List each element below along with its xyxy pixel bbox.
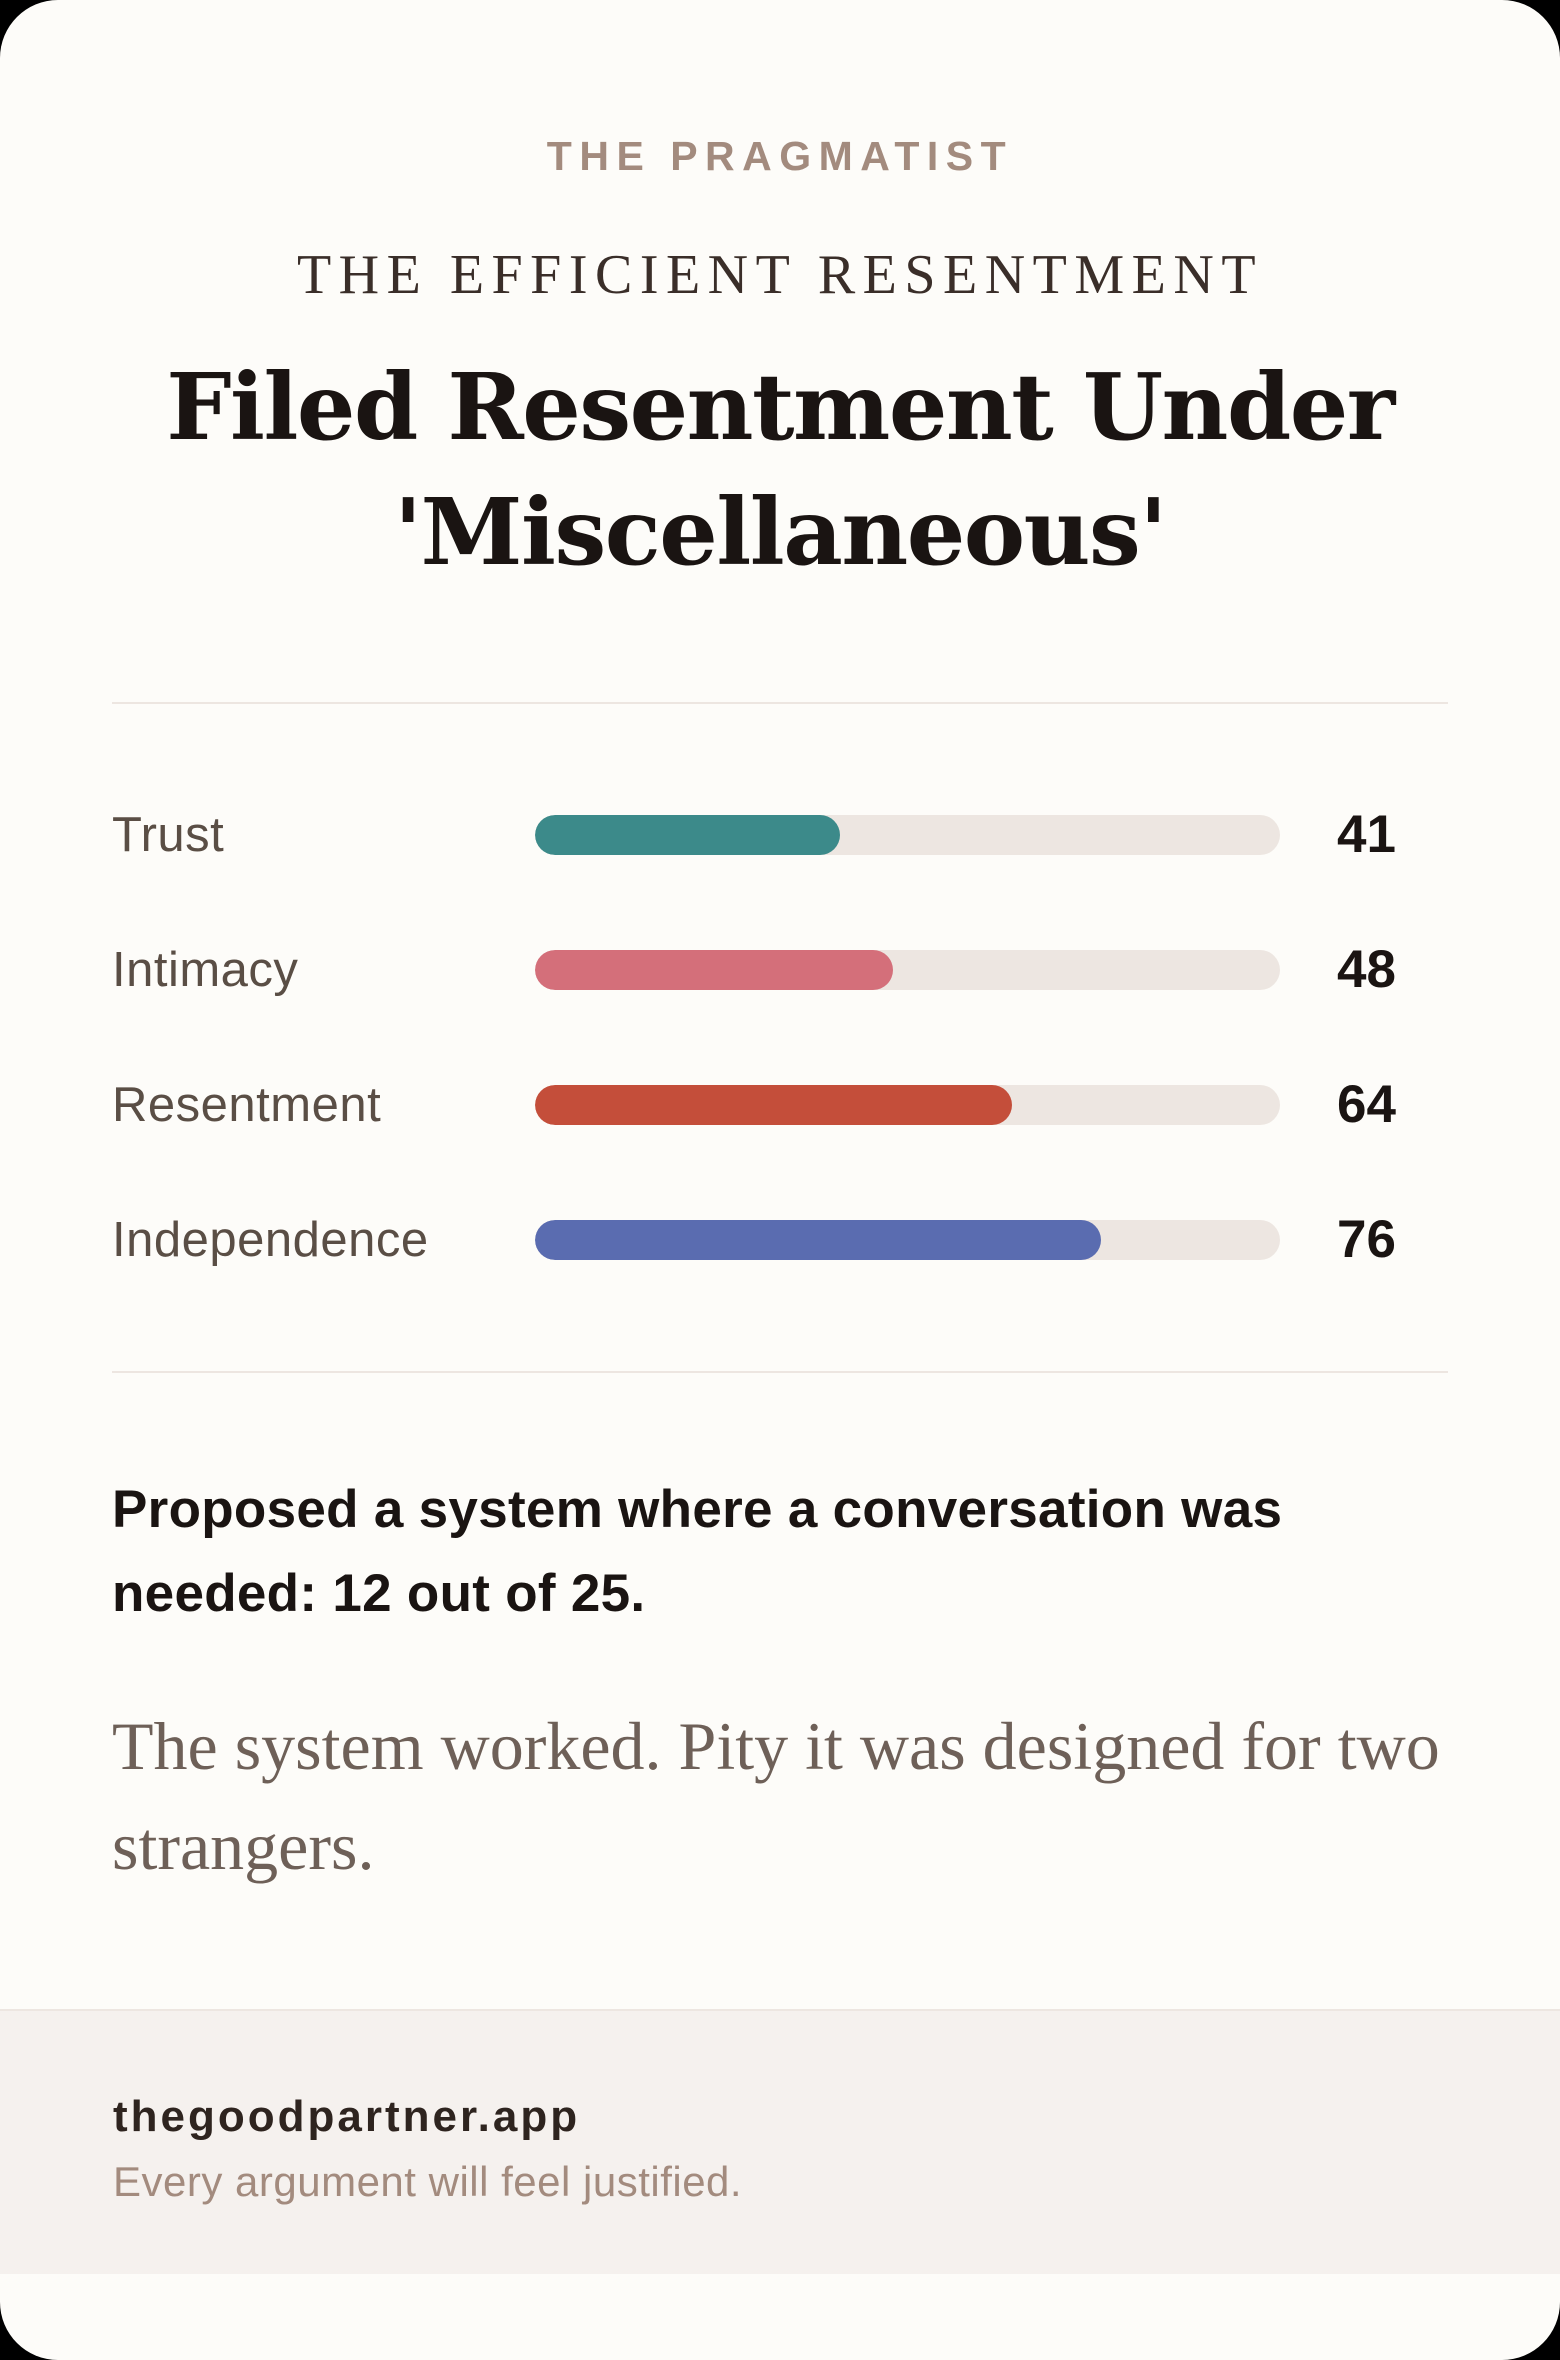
bar-track [535, 1220, 1280, 1260]
description: Proposed a system where a conversation w… [112, 1480, 1283, 1623]
metric-row-trust: Trust 41 [112, 800, 1448, 935]
bar-fill [535, 1220, 1102, 1260]
subtitle: THE EFFICIENT RESENTMENT [296, 244, 1264, 306]
metric-label: Independence [112, 1213, 429, 1267]
metric-value: 48 [1337, 940, 1396, 999]
bar-fill [535, 1085, 1012, 1125]
footer: thegoodpartner.app Every argument will f… [0, 2009, 1560, 2274]
headline: Filed Resentment Under 'Miscellaneous' [166, 353, 1395, 586]
metric-label: Resentment [112, 1078, 382, 1132]
divider [112, 702, 1448, 704]
metric-row-intimacy: Intimacy 48 [112, 935, 1448, 1070]
footer-tagline: Every argument will feel justified. [113, 2158, 743, 2205]
metric-label: Intimacy [112, 943, 299, 997]
bar-fill [535, 950, 893, 990]
bar-track [535, 1085, 1280, 1125]
divider [112, 1371, 1448, 1373]
metric-row-independence: Independence 76 [112, 1205, 1448, 1340]
quote: The system worked. Pity it was designed … [112, 1708, 1440, 1884]
metrics-chart: Trust 41 Intimacy 48 Resentment 64 Indep… [112, 800, 1448, 1340]
bar-track [535, 815, 1280, 855]
metric-value: 76 [1337, 1210, 1396, 1269]
bar-fill [535, 815, 841, 855]
metric-label: Trust [112, 808, 225, 862]
metric-value: 41 [1337, 805, 1396, 864]
metric-row-resentment: Resentment 64 [112, 1070, 1448, 1205]
eyebrow-label: THE PRAGMATIST [546, 133, 1014, 179]
metric-value: 64 [1337, 1075, 1396, 1134]
footer-domain-link[interactable]: thegoodpartner.app [113, 2092, 581, 2141]
bar-track [535, 950, 1280, 990]
